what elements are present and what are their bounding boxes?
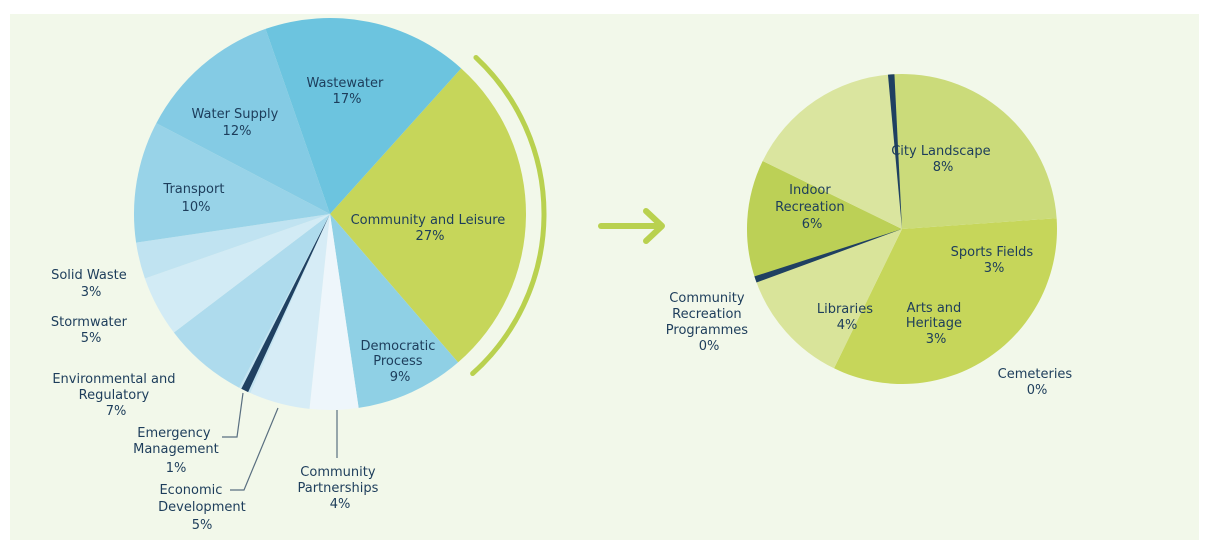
- pie-slice-economic-development: [250, 214, 330, 409]
- pie-slice-wastewater: [265, 17, 462, 214]
- label-libraries: Libraries 4%: [817, 302, 877, 333]
- pie-slice-emergency-management: [241, 214, 330, 393]
- pie-slice-sports-fields: [755, 229, 902, 369]
- arrow-head: [643, 208, 665, 244]
- label-community-leisure: Community and Leisure 27%: [351, 213, 510, 244]
- label-emergency-management: Emergency Management 1%: [133, 426, 223, 476]
- pie-slice-solid-waste: [136, 214, 330, 279]
- arrow-icon: [598, 208, 665, 244]
- pie-chart-council-spending: [133, 17, 527, 411]
- leader-lines: [222, 392, 338, 491]
- pie-slice-transport: [133, 123, 330, 243]
- label-arts-heritage: Arts and Heritage 3%: [906, 301, 966, 347]
- label-democratic-process: Democratic Process 9%: [360, 339, 439, 385]
- pie-slice-community-and-leisure: [330, 68, 527, 363]
- label-economic-development: Economic Development 5%: [158, 483, 250, 533]
- label-stormwater: Stormwater 5%: [51, 315, 131, 346]
- leader-line-economic-development: [230, 407, 279, 491]
- label-cemeteries: Cemeteries 0%: [998, 367, 1077, 398]
- leader-line-emergency-management: [222, 392, 244, 438]
- label-community-recreation: Community Recreation Programmes 0%: [666, 291, 752, 354]
- pie-slice-libraries: [762, 74, 902, 229]
- pie-slice-water-supply: [156, 28, 330, 215]
- pie-slice-environmental-and-regulatory: [173, 214, 330, 388]
- label-environmental-regulatory: Environmental and Regulatory 7%: [52, 372, 179, 419]
- label-solid-waste: Solid Waste 3%: [51, 268, 131, 300]
- pie-slice-stormwater: [144, 214, 330, 333]
- label-transport: Transport 10%: [162, 182, 228, 215]
- label-city-landscape: City Landscape 8%: [891, 144, 995, 175]
- label-indoor-recreation: Indoor Recreation 6%: [775, 183, 849, 232]
- label-sports-fields: Sports Fields 3%: [951, 245, 1038, 276]
- pie-slice-community-partnerships: [309, 214, 359, 411]
- label-community-partnerships: Community Partnerships 4%: [297, 465, 382, 512]
- pie-chart-community-leisure-breakdown: [746, 74, 1057, 384]
- pie-slice-democratic-process: [330, 214, 459, 408]
- pie-slice-cemeteries: [754, 229, 902, 283]
- pie-slice-arts-and-heritage: [746, 161, 902, 280]
- pie-slice-indoor-recreation: [891, 74, 1057, 230]
- label-wastewater: Wastewater 17%: [306, 76, 387, 107]
- label-water-supply: Water Supply 12%: [191, 107, 282, 139]
- community-leisure-highlight-arc: [470, 54, 547, 377]
- pie-slice-community-recreation-programmes: [887, 74, 902, 229]
- pie-slice-city-landscape: [834, 218, 1057, 384]
